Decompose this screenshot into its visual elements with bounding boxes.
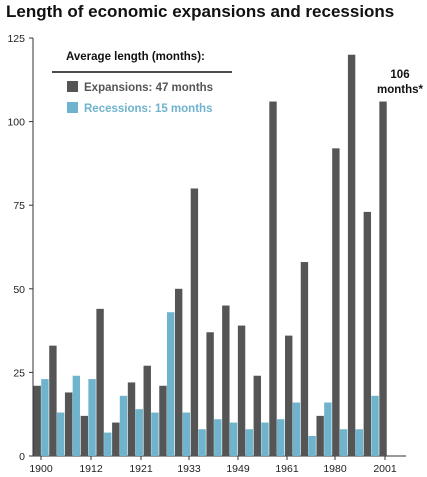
expansion-bar <box>112 422 120 456</box>
y-tick-label: 100 <box>7 117 25 129</box>
recession-bar <box>292 402 301 456</box>
expansion-bar <box>300 262 309 456</box>
recession-bar <box>339 429 348 456</box>
recession-bar <box>245 429 253 456</box>
x-tick-label: 1961 <box>275 463 299 475</box>
y-tick-label: 50 <box>13 284 25 296</box>
legend-swatch-recessions <box>67 102 78 113</box>
y-tick-label: 125 <box>7 33 25 45</box>
expansion-bar <box>222 305 230 456</box>
x-tick-label: 1921 <box>129 463 153 475</box>
legend-swatch-expansions <box>67 81 78 92</box>
x-tick-label: 1912 <box>79 463 103 475</box>
expansion-bar <box>269 101 277 456</box>
chart-title: Length of economic expansions and recess… <box>6 2 395 21</box>
annotation-106-months: 106 months* <box>377 69 424 96</box>
expansion-bar <box>159 385 167 456</box>
recession-bar <box>182 412 191 456</box>
expansion-bar <box>316 415 324 456</box>
x-tick-label: 1980 <box>323 463 347 475</box>
annotation-line-1: 106 <box>390 69 409 81</box>
recession-bar <box>324 402 332 456</box>
annotation-line-2: months* <box>377 84 424 96</box>
recession-bar <box>261 422 269 456</box>
expansion-bar <box>190 188 199 457</box>
y-tick-label: 0 <box>19 451 25 463</box>
recession-bar <box>56 412 65 456</box>
x-tick-label: 1949 <box>226 463 250 475</box>
recession-bar <box>277 419 285 456</box>
recession-bar <box>198 429 206 456</box>
recession-bar <box>355 429 363 456</box>
expansion-bar <box>379 101 387 456</box>
y-tick-label: 25 <box>13 367 25 379</box>
expansion-bar <box>33 385 41 456</box>
expansion-bar <box>206 332 214 456</box>
x-tick-label: 2001 <box>373 463 397 475</box>
chart-ticks: 0 25 50 75 100 125 1900 1912 1921 1933 1949 1961 198… <box>7 33 396 475</box>
recession-bar <box>151 412 159 456</box>
expansion-bar <box>80 415 89 456</box>
x-tick-label: 1933 <box>177 463 201 475</box>
recession-bar <box>166 312 175 456</box>
expansion-bar <box>64 392 73 456</box>
chart-bars <box>33 54 387 457</box>
expansion-bar <box>347 54 356 456</box>
recession-bar <box>229 422 238 456</box>
legend-label-expansions: Expansions: 47 months <box>84 82 213 94</box>
expansion-bar <box>143 365 151 456</box>
recession-bar <box>41 379 49 456</box>
recession-bar <box>371 395 379 456</box>
expansion-bar <box>96 308 104 456</box>
chart-legend: Average length (months): Expansions: 47 … <box>52 51 232 115</box>
expansion-bar <box>127 382 136 456</box>
expansion-bar <box>285 335 293 456</box>
legend-label-recessions: Recessions: 15 months <box>84 103 212 115</box>
expansion-bar <box>332 148 340 456</box>
expansion-bar <box>237 325 246 456</box>
legend-heading: Average length (months): <box>66 51 205 63</box>
expansion-bar <box>174 288 183 456</box>
recession-bar <box>135 409 143 456</box>
recession-bar <box>119 395 128 456</box>
expansion-bar <box>49 345 57 456</box>
recession-bar <box>308 435 316 456</box>
recession-bar <box>104 432 112 456</box>
expansion-bar <box>253 375 261 456</box>
recession-bar <box>88 379 96 456</box>
y-tick-label: 75 <box>13 200 25 212</box>
x-tick-label: 1900 <box>29 463 53 475</box>
expansion-bar <box>363 211 372 456</box>
recession-bar <box>214 419 222 456</box>
recession-bar <box>72 375 81 456</box>
